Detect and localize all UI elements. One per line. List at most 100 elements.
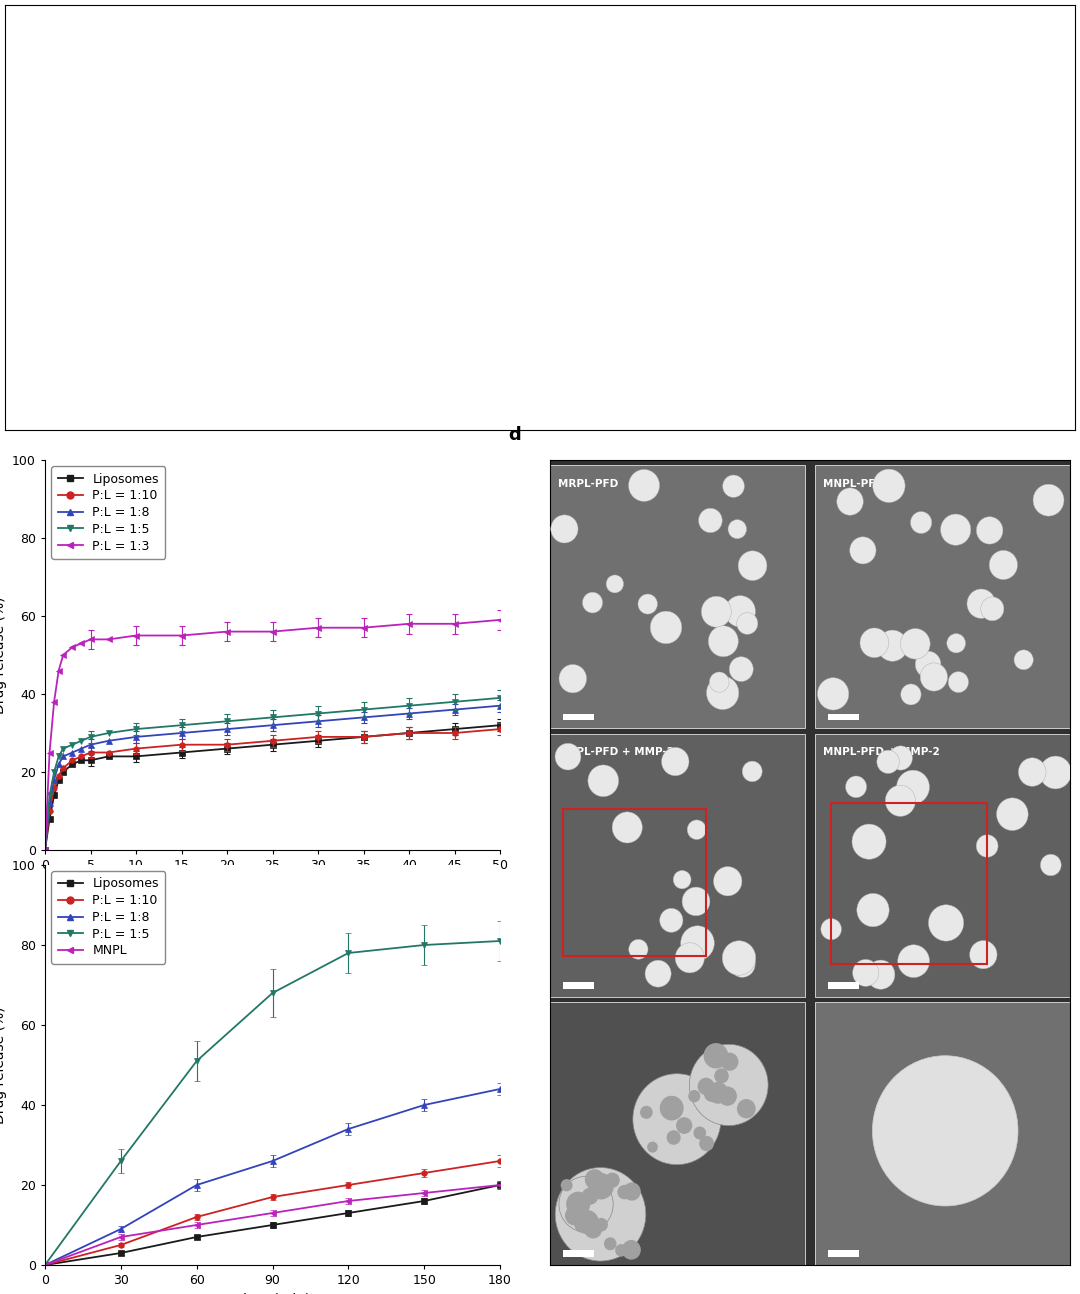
Circle shape	[680, 925, 714, 960]
FancyBboxPatch shape	[550, 466, 805, 729]
Circle shape	[645, 960, 671, 987]
Circle shape	[714, 867, 742, 895]
Circle shape	[704, 1086, 720, 1102]
Circle shape	[929, 905, 963, 941]
Circle shape	[706, 677, 739, 709]
Circle shape	[915, 651, 941, 678]
Circle shape	[662, 748, 689, 775]
Circle shape	[555, 1167, 646, 1262]
Circle shape	[718, 1087, 737, 1106]
FancyBboxPatch shape	[828, 713, 860, 721]
Circle shape	[660, 1096, 684, 1121]
Circle shape	[666, 1130, 680, 1145]
Circle shape	[850, 537, 876, 564]
Circle shape	[852, 959, 879, 986]
Circle shape	[981, 597, 1004, 621]
Circle shape	[660, 908, 683, 933]
Circle shape	[604, 1237, 617, 1250]
Circle shape	[947, 634, 966, 653]
Text: MNPL-PFD + MMP-2: MNPL-PFD + MMP-2	[823, 747, 940, 757]
Circle shape	[967, 589, 996, 619]
Y-axis label: Drug release (%): Drug release (%)	[0, 597, 6, 714]
Circle shape	[720, 1052, 739, 1071]
Circle shape	[989, 550, 1017, 580]
Circle shape	[698, 1078, 715, 1095]
Circle shape	[612, 811, 643, 842]
Legend: Liposomes, P:L = 1:10, P:L = 1:8, P:L = 1:5, MNPL: Liposomes, P:L = 1:10, P:L = 1:8, P:L = …	[51, 871, 165, 964]
Circle shape	[555, 743, 581, 770]
Circle shape	[728, 520, 746, 538]
Circle shape	[723, 941, 756, 976]
Circle shape	[699, 1136, 714, 1152]
Circle shape	[821, 919, 841, 939]
FancyBboxPatch shape	[550, 1002, 805, 1266]
Circle shape	[948, 672, 969, 692]
Circle shape	[701, 597, 731, 628]
Circle shape	[873, 1056, 1018, 1206]
Circle shape	[589, 1172, 613, 1200]
Circle shape	[897, 945, 930, 977]
Circle shape	[595, 1218, 608, 1232]
Circle shape	[575, 1216, 591, 1233]
Text: d: d	[509, 426, 522, 444]
Circle shape	[1040, 854, 1062, 876]
Circle shape	[703, 1043, 728, 1069]
Circle shape	[714, 1069, 729, 1083]
Circle shape	[737, 612, 758, 634]
Legend: Liposomes, P:L = 1:10, P:L = 1:8, P:L = 1:5, P:L = 1:3: Liposomes, P:L = 1:10, P:L = 1:8, P:L = …	[51, 466, 165, 559]
Circle shape	[640, 1106, 652, 1119]
Circle shape	[565, 1206, 584, 1225]
Circle shape	[676, 1117, 692, 1134]
Text: MRPL-PFD + MMP-2: MRPL-PFD + MMP-2	[557, 747, 674, 757]
Circle shape	[629, 939, 648, 959]
Circle shape	[559, 1176, 613, 1232]
Circle shape	[837, 488, 863, 515]
FancyBboxPatch shape	[563, 713, 594, 721]
Circle shape	[605, 1172, 620, 1188]
Circle shape	[622, 1240, 640, 1259]
Circle shape	[673, 871, 691, 889]
FancyBboxPatch shape	[828, 982, 860, 989]
Circle shape	[742, 761, 762, 782]
Circle shape	[623, 1183, 640, 1201]
Circle shape	[860, 628, 889, 657]
Circle shape	[896, 770, 930, 804]
Circle shape	[818, 678, 849, 710]
Circle shape	[606, 575, 623, 593]
Circle shape	[1018, 758, 1047, 787]
Circle shape	[576, 1210, 598, 1234]
Circle shape	[1040, 756, 1071, 789]
Circle shape	[708, 626, 739, 657]
Y-axis label: Drug release (%): Drug release (%)	[0, 1007, 6, 1123]
Circle shape	[910, 511, 932, 533]
Circle shape	[710, 672, 729, 692]
Circle shape	[886, 785, 916, 817]
Circle shape	[584, 1170, 605, 1189]
Circle shape	[650, 611, 681, 643]
Circle shape	[866, 960, 895, 990]
Text: MNPL-PFD: MNPL-PFD	[823, 479, 885, 489]
FancyBboxPatch shape	[815, 734, 1070, 996]
Circle shape	[693, 1127, 706, 1140]
FancyBboxPatch shape	[563, 1250, 594, 1256]
Circle shape	[559, 664, 586, 692]
Circle shape	[723, 475, 744, 497]
Circle shape	[687, 820, 706, 840]
Circle shape	[856, 893, 889, 927]
Circle shape	[737, 1099, 756, 1118]
Circle shape	[846, 776, 866, 797]
Circle shape	[551, 515, 578, 543]
FancyBboxPatch shape	[550, 734, 805, 996]
Circle shape	[588, 765, 619, 797]
Circle shape	[582, 593, 603, 613]
FancyBboxPatch shape	[828, 1250, 860, 1256]
Circle shape	[941, 514, 971, 545]
Circle shape	[852, 824, 886, 859]
Circle shape	[707, 1082, 728, 1104]
X-axis label: Time (min): Time (min)	[234, 1293, 310, 1294]
Circle shape	[901, 685, 921, 705]
Circle shape	[738, 551, 767, 581]
Circle shape	[889, 745, 913, 770]
FancyBboxPatch shape	[815, 1002, 1070, 1266]
Circle shape	[729, 951, 755, 977]
